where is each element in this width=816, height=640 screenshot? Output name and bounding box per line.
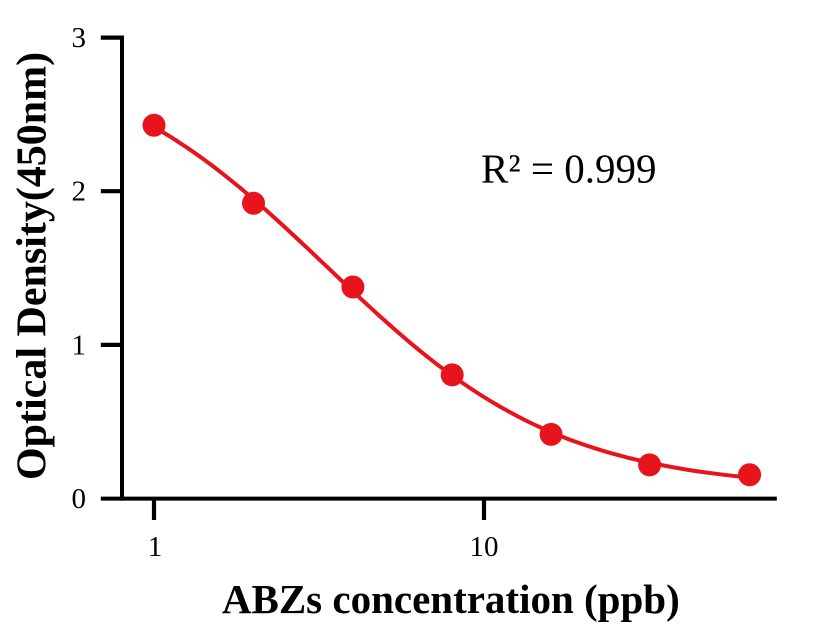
svg-text:1: 1 (148, 531, 163, 563)
svg-text:Optical Density(450nm): Optical Density(450nm) (10, 52, 56, 480)
svg-text:R² = 0.999: R² = 0.999 (481, 146, 657, 192)
svg-text:1: 1 (72, 329, 87, 361)
svg-text:3: 3 (72, 22, 87, 54)
svg-text:2: 2 (72, 176, 87, 208)
svg-text:0: 0 (72, 483, 87, 515)
svg-text:ABZs concentration (ppb): ABZs concentration (ppb) (222, 576, 680, 622)
svg-text:10: 10 (470, 531, 499, 563)
